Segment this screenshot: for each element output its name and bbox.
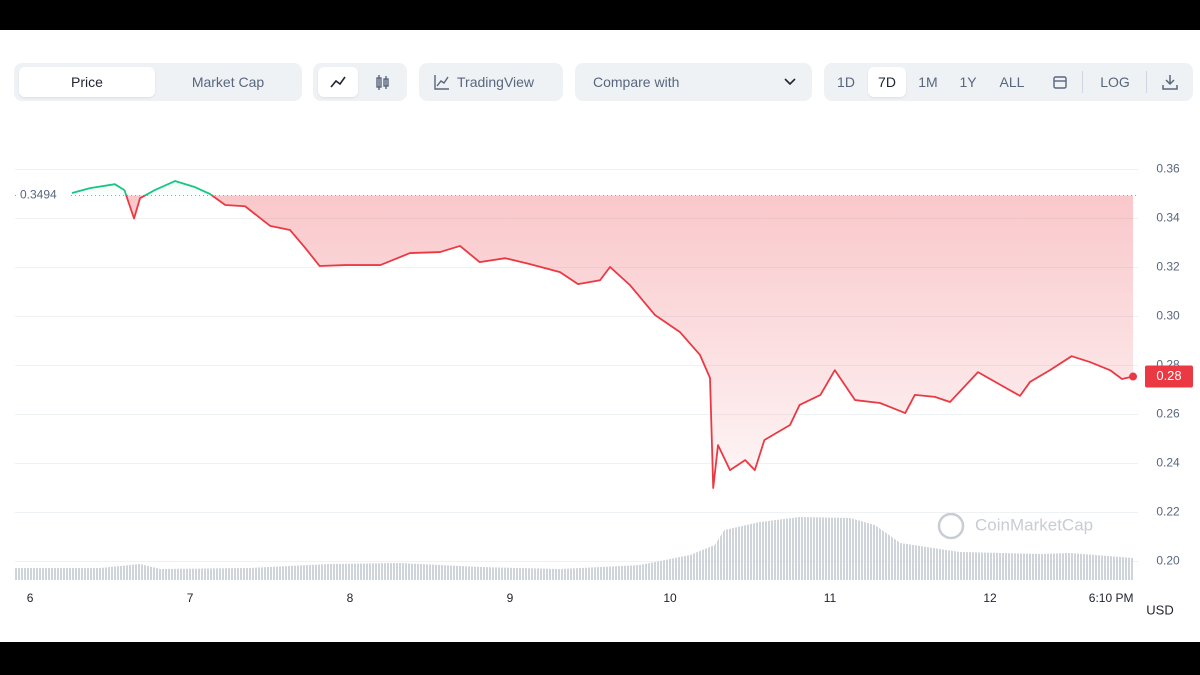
y-tick-label: 0.24 bbox=[1156, 456, 1180, 470]
log-button[interactable]: LOG bbox=[1100, 74, 1130, 90]
y-tick-label: 0.22 bbox=[1156, 505, 1180, 519]
x-tick-label: 8 bbox=[347, 591, 354, 605]
x-tick-label: 6 bbox=[27, 591, 34, 605]
icon bbox=[330, 76, 346, 88]
icon bbox=[376, 75, 389, 90]
x-tick-label: 11 bbox=[824, 591, 837, 605]
last-price-box bbox=[1145, 365, 1193, 388]
view-tabs: Price Market Cap bbox=[14, 63, 302, 101]
y-tick-label: 0.30 bbox=[1156, 309, 1180, 323]
tab[interactable]: Price bbox=[19, 67, 155, 97]
price-area bbox=[72, 181, 1134, 488]
range[interactable]: 7D bbox=[868, 67, 906, 97]
x-tick-label: 7 bbox=[187, 591, 194, 605]
chart-style bbox=[313, 63, 407, 101]
x-tick-label: 6:10 PM bbox=[1089, 591, 1134, 605]
watermark-logo bbox=[937, 512, 965, 540]
icon bbox=[434, 75, 449, 90]
screen: Price Market Cap TradingView Compare wit… bbox=[0, 30, 1200, 642]
divider bbox=[1082, 71, 1083, 93]
y-tick-label: 0.32 bbox=[1156, 260, 1180, 274]
y-tick-label: 0.20 bbox=[1156, 554, 1180, 568]
y-tick-label: 0.26 bbox=[1156, 407, 1180, 421]
tradingview-button[interactable]: TradingView bbox=[419, 63, 563, 101]
range[interactable]: 1D bbox=[837, 74, 855, 90]
x-tick-label: 12 bbox=[983, 591, 997, 605]
reference-label-bg bbox=[17, 186, 69, 205]
range[interactable]: 1M bbox=[918, 74, 938, 90]
label: Compare with bbox=[593, 74, 680, 90]
range-bar: 1D 7D 1M 1Y ALL LOG bbox=[824, 63, 1193, 101]
candle-icon[interactable] bbox=[362, 67, 402, 97]
watermark: CoinMarketCap bbox=[975, 515, 1093, 534]
line-icon[interactable] bbox=[318, 67, 358, 97]
last-price-label: 0.28 bbox=[1156, 368, 1181, 383]
price-chart: 0.20 0.22 0.24 0.26 0.28 0.30 0.32 0.34 0.36 6 7 8 9… bbox=[15, 162, 1193, 617]
chevron bbox=[784, 78, 796, 86]
download-icon[interactable] bbox=[1161, 73, 1179, 91]
reference-label: 0.3494 bbox=[20, 188, 57, 202]
x-tick-label: 10 bbox=[663, 591, 677, 605]
divider bbox=[1146, 71, 1147, 93]
label: TradingView bbox=[457, 74, 535, 90]
volume-area bbox=[15, 517, 1134, 580]
x-tick-label: 9 bbox=[507, 591, 514, 605]
range[interactable]: 1Y bbox=[959, 74, 977, 90]
price-line bbox=[71, 180, 1134, 489]
range[interactable]: ALL bbox=[999, 74, 1025, 90]
last-point bbox=[1129, 372, 1138, 381]
y-tick-label: 0.34 bbox=[1156, 211, 1180, 225]
calendar-icon[interactable] bbox=[1052, 74, 1068, 90]
y-tick-label: 0.36 bbox=[1156, 162, 1180, 176]
tab[interactable]: Market Cap bbox=[191, 74, 265, 90]
currency-label: USD bbox=[1146, 602, 1173, 617]
compare-dropdown[interactable]: Compare with bbox=[575, 63, 812, 101]
